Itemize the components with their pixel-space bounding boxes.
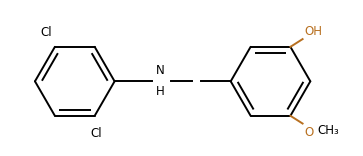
Text: CH₃: CH₃ [317,124,339,136]
Text: O: O [305,126,314,139]
Text: H: H [156,85,164,98]
Text: Cl: Cl [90,127,102,140]
Text: N: N [156,64,164,77]
Text: Cl: Cl [40,26,52,39]
Text: OH: OH [305,25,323,38]
